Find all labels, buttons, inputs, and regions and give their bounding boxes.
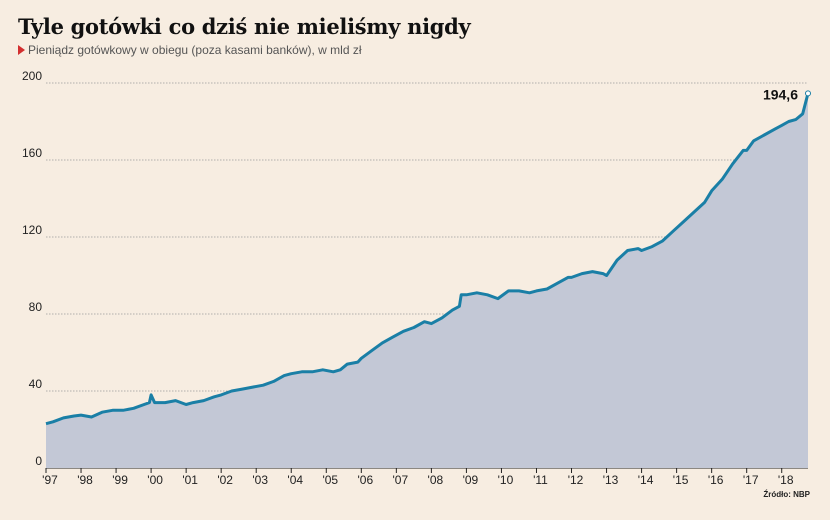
y-tick-label: 80 (29, 300, 43, 314)
x-tick-label: '15 (673, 473, 689, 487)
x-tick-label: '01 (182, 473, 198, 487)
x-tick-label: '03 (252, 473, 268, 487)
x-tick-label: '02 (217, 473, 233, 487)
tick-layer (45, 468, 783, 473)
x-tick-label: '97 (42, 473, 58, 487)
x-tick-label: '14 (638, 473, 654, 487)
x-tick-label: '10 (498, 473, 514, 487)
area-fill (46, 93, 808, 469)
x-tick-label: '09 (463, 473, 479, 487)
x-tick-label: '05 (322, 473, 338, 487)
series-line (45, 93, 810, 426)
chart-subtitle: Pieniądz gotówkowy w obiegu (poza kasami… (18, 43, 362, 57)
x-tick-label: '11 (533, 473, 548, 487)
y-tick-label: 160 (22, 146, 42, 160)
x-tick-label: '17 (743, 473, 759, 487)
x-tick-label: '12 (568, 473, 584, 487)
x-tick-label: '13 (603, 473, 619, 487)
label-layer: 0 40 80 120 160 200 194,6 '97 '98 '99 '00 '01 '02 '03… (22, 69, 811, 487)
subtitle-marker-icon (18, 45, 25, 55)
chart-title: Tyle gotówki co dziś nie mieliśmy nigdy (18, 14, 471, 39)
x-tick-label: '08 (428, 473, 444, 487)
x-tick-label: '00 (147, 473, 163, 487)
x-tick-label: '16 (708, 473, 724, 487)
subtitle-text: Pieniądz gotówkowy w obiegu (poza kasami… (28, 43, 362, 57)
x-tick-label: '07 (393, 473, 409, 487)
y-tick-label: 200 (22, 69, 42, 83)
y-tick-label: 120 (22, 223, 42, 237)
x-tick-label: '98 (77, 473, 93, 487)
source-note: Źródło: NBP (763, 490, 810, 499)
y-tick-label: 0 (35, 454, 42, 468)
x-tick-label: '04 (287, 473, 303, 487)
y-tick-label: 40 (29, 377, 43, 391)
x-tick-label: '06 (357, 473, 373, 487)
x-tick-label: '99 (112, 473, 128, 487)
end-point-marker (805, 90, 811, 97)
end-value-label: 194,6 (763, 86, 798, 102)
x-tick-label: '18 (778, 473, 794, 487)
